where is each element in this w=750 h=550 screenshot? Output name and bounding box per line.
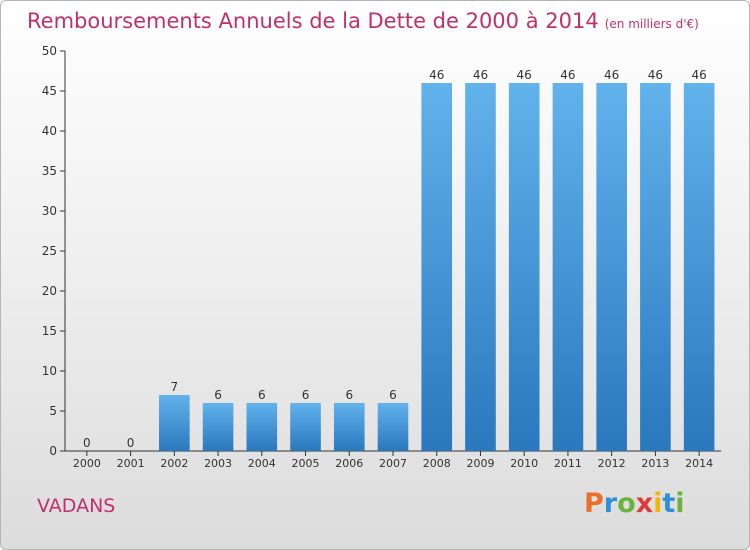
x-tick-label: 2011	[554, 457, 582, 470]
commune-name: VADANS	[37, 495, 116, 517]
y-tick-label: 50	[42, 44, 57, 58]
y-tick-label: 40	[42, 124, 57, 138]
chart-title: Remboursements Annuels de la Dette de 20…	[27, 9, 699, 33]
bar-value-label: 7	[171, 380, 179, 394]
y-tick-label: 35	[42, 164, 57, 178]
y-tick-label: 25	[42, 244, 57, 258]
chart-title-text: Remboursements Annuels de la Dette de 20…	[27, 9, 599, 33]
bar	[290, 403, 321, 451]
bar-value-label: 46	[517, 68, 532, 82]
bar	[508, 83, 540, 451]
bar	[159, 395, 190, 451]
bar-value-label: 46	[648, 68, 663, 82]
bar	[333, 403, 365, 451]
x-tick-label: 2007	[379, 457, 407, 470]
x-tick-label: 2010	[510, 457, 538, 470]
bar	[377, 403, 409, 451]
logo-letter: i	[653, 488, 663, 519]
bar	[465, 83, 496, 451]
chart-subtitle: (en milliers d'€)	[604, 17, 699, 31]
bar	[552, 83, 584, 451]
x-tick-label: 2013	[641, 457, 669, 470]
bar-value-label: 46	[560, 68, 575, 82]
bar	[640, 83, 671, 451]
bar-value-label: 0	[83, 436, 91, 450]
x-tick-label: 2014	[685, 457, 713, 470]
bar-value-label: 6	[389, 388, 397, 402]
bar-value-label: 6	[258, 388, 266, 402]
logo-letter: P	[584, 488, 604, 519]
bar	[683, 83, 715, 451]
bar	[202, 403, 234, 451]
y-tick-label: 15	[42, 324, 57, 338]
x-tick-label: 2006	[335, 457, 363, 470]
bar-value-label: 46	[429, 68, 444, 82]
proxiti-logo: Proxiti	[584, 488, 685, 519]
logo-letter: x	[635, 488, 654, 519]
logo-letter: o	[617, 488, 636, 519]
y-tick-label: 0	[49, 444, 57, 458]
bar	[596, 83, 627, 451]
value-labels: 0 0 7 6 6 6 6 6 46 46 46 46 46 46 46	[83, 68, 707, 450]
x-tick-label: 2001	[117, 457, 145, 470]
logo-letter: i	[675, 488, 685, 519]
x-tick-label: 2009	[466, 457, 494, 470]
bars	[159, 83, 715, 451]
y-tick-label: 5	[49, 404, 57, 418]
x-tick-label: 2000	[73, 457, 101, 470]
bar-value-label: 0	[127, 436, 135, 450]
y-tick-label: 30	[42, 204, 57, 218]
logo-letter: r	[603, 488, 618, 519]
x-tick-label: 2008	[423, 457, 451, 470]
x-tick-label: 2004	[248, 457, 276, 470]
bar-value-label: 46	[604, 68, 619, 82]
bar-value-label: 46	[473, 68, 488, 82]
bar	[421, 83, 453, 451]
y-tick-label: 20	[42, 284, 57, 298]
x-tick-label: 2002	[160, 457, 188, 470]
axes: 0 5 10 15 20 25 30 35 40 45 50 2000 2001 2002 2003 2004…	[42, 44, 721, 470]
bar	[246, 403, 278, 451]
bar-value-label: 6	[214, 388, 222, 402]
bar-value-label: 46	[691, 68, 706, 82]
x-tick-label: 2005	[292, 457, 320, 470]
x-tick-label: 2012	[598, 457, 626, 470]
x-tick-label: 2003	[204, 457, 232, 470]
y-tick-label: 10	[42, 364, 57, 378]
logo-letter: t	[662, 488, 676, 519]
bar-value-label: 6	[302, 388, 310, 402]
y-tick-label: 45	[42, 84, 57, 98]
bar-value-label: 6	[345, 388, 353, 402]
